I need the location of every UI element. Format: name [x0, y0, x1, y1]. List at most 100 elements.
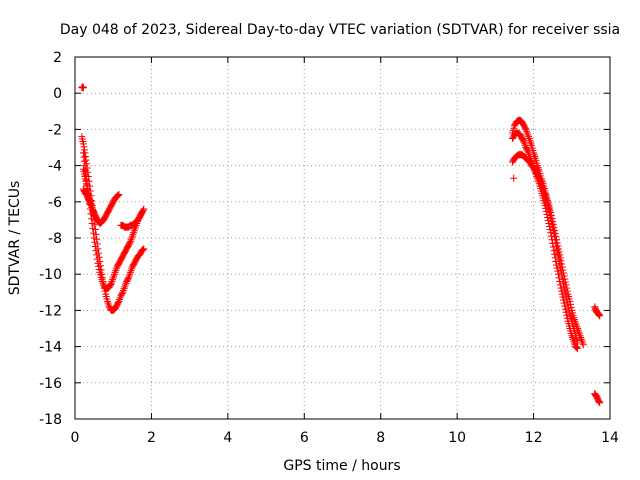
data-point — [521, 124, 529, 132]
data-point — [579, 341, 587, 349]
data-point — [560, 299, 568, 307]
data-point — [535, 174, 543, 182]
data-point — [510, 174, 518, 182]
data-point — [89, 224, 97, 232]
y-tick-label: 0 — [53, 86, 62, 102]
data-point — [121, 283, 129, 291]
series-sat-j — [510, 174, 518, 182]
data-point — [90, 210, 98, 218]
data-point — [556, 281, 564, 289]
data-point — [127, 267, 135, 275]
data-point — [525, 151, 533, 159]
x-tick-label: 14 — [601, 430, 619, 446]
data-point — [110, 272, 118, 280]
data-point — [564, 301, 572, 309]
data-point — [98, 276, 106, 284]
data-point — [549, 226, 557, 234]
data-point — [81, 162, 89, 170]
data-point — [561, 289, 569, 297]
y-tick-labels: 2 0 -2 -4 -6 -8 -10 -12 -14 -16 -18 — [39, 50, 62, 428]
data-point — [525, 134, 533, 142]
y-tick-label: -4 — [48, 159, 62, 175]
x-tick-labels: 0 2 4 6 8 10 12 14 — [71, 430, 619, 446]
data-point — [538, 183, 546, 191]
data-point — [572, 343, 580, 351]
data-point — [95, 262, 103, 270]
data-point — [93, 255, 101, 263]
data-point — [140, 205, 148, 213]
data-point — [523, 146, 531, 154]
data-point — [87, 201, 95, 209]
data-point — [105, 301, 113, 309]
data-point — [122, 279, 130, 287]
data-point — [523, 127, 531, 135]
data-point — [548, 220, 556, 228]
y-tick-label: -18 — [39, 412, 62, 428]
data-point — [94, 259, 102, 267]
y-tick-label: -6 — [48, 195, 62, 211]
data-point — [556, 277, 564, 285]
data-point — [561, 302, 569, 310]
chart-title: Day 048 of 2023, Sidereal Day-to-day VTE… — [60, 22, 620, 38]
data-point — [552, 239, 560, 247]
data-point — [539, 185, 547, 193]
data-point — [560, 283, 568, 291]
y-tick-label: -2 — [48, 122, 62, 138]
data-point — [550, 229, 558, 237]
data-point — [112, 265, 120, 273]
x-tick-label: 12 — [525, 430, 543, 446]
data-point — [109, 276, 117, 284]
data-point — [577, 334, 585, 342]
data-point — [87, 200, 95, 208]
data-point — [128, 234, 136, 242]
data-point — [118, 290, 126, 298]
data-point — [119, 286, 127, 294]
data-point — [81, 153, 89, 161]
x-tick-label: 0 — [71, 430, 80, 446]
data-point — [524, 131, 532, 139]
data-point — [128, 265, 136, 273]
data-point — [551, 254, 559, 262]
grid-lines — [75, 57, 610, 419]
data-point — [80, 157, 88, 165]
data-point — [573, 323, 581, 331]
series-sat-a — [78, 83, 87, 92]
data-point — [79, 84, 87, 92]
data-point — [137, 210, 145, 218]
data-point — [89, 209, 97, 217]
data-point — [124, 275, 132, 283]
data-point — [89, 207, 97, 215]
data-point — [537, 178, 545, 186]
x-tick-label: 8 — [376, 430, 385, 446]
data-point — [524, 147, 532, 155]
data-point — [545, 208, 553, 216]
data-point — [120, 285, 128, 293]
data-point — [561, 305, 569, 313]
data-point — [554, 267, 562, 275]
data-point — [550, 247, 558, 255]
data-point — [130, 229, 138, 237]
data-point — [88, 203, 96, 211]
series-sat-k — [591, 303, 604, 320]
data-point — [126, 239, 134, 247]
data-point — [80, 146, 88, 154]
data-point — [556, 259, 564, 267]
data-point — [577, 335, 585, 343]
data-point — [538, 182, 546, 190]
data-point — [549, 223, 557, 231]
data-point — [554, 249, 562, 257]
data-point — [545, 205, 553, 213]
data-point — [521, 142, 529, 150]
data-point — [536, 176, 544, 184]
data-point — [563, 314, 571, 322]
data-point — [553, 261, 560, 269]
data-point — [125, 274, 132, 282]
data-point — [88, 220, 96, 228]
data-point — [91, 242, 99, 250]
data-point — [524, 133, 532, 141]
series-sat-e — [79, 185, 98, 220]
data-point — [551, 232, 559, 240]
data-point — [574, 339, 582, 347]
data-point — [527, 140, 535, 148]
